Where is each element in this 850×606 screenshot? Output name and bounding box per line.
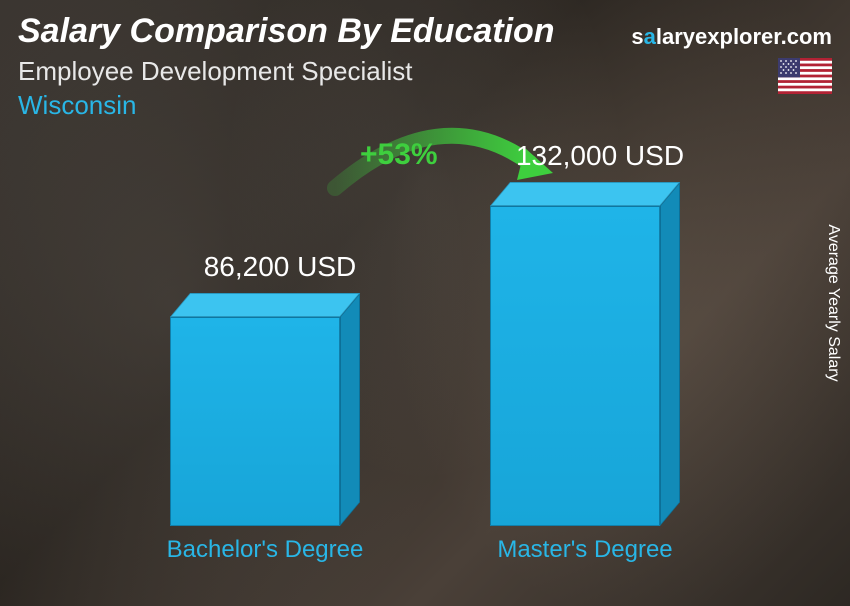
- bar-top-face: [490, 182, 680, 206]
- bar-front-face: [490, 206, 660, 526]
- brand-prefix: s: [631, 24, 643, 49]
- us-flag-icon: [778, 58, 832, 94]
- bar-top-face: [170, 293, 360, 317]
- bar-side-face: [660, 182, 680, 526]
- bar-value-bachelors: 86,200 USD: [150, 251, 410, 283]
- brand-accent: a: [644, 24, 656, 49]
- bar-label-masters: Master's Degree: [455, 536, 715, 564]
- brand-logo: salaryexplorer.com: [631, 24, 832, 50]
- y-axis-label: Average Yearly Salary: [824, 224, 842, 381]
- chart-title: Salary Comparison By Education: [18, 12, 555, 51]
- bar-label-bachelors: Bachelor's Degree: [135, 536, 395, 564]
- bar-value-masters: 132,000 USD: [470, 140, 730, 172]
- chart-subtitle: Employee Development Specialist: [18, 56, 413, 87]
- bar-front-face: [170, 317, 340, 526]
- chart-location: Wisconsin: [18, 90, 136, 121]
- brand-rest: laryexplorer.com: [656, 24, 832, 49]
- bar-side-face: [340, 293, 360, 526]
- chart-area: +53% 86,200 USD Bachelor's Degree 132,00…: [80, 130, 770, 566]
- percent-change-badge: +53%: [360, 138, 438, 172]
